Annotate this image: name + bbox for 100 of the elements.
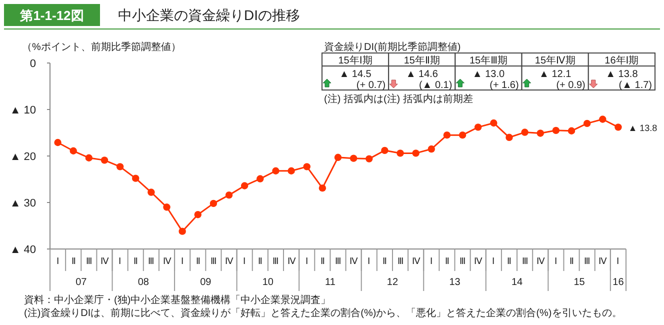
point [350,154,358,162]
annotation: 15年Ⅳ期 [534,54,576,66]
point [163,204,170,211]
x-tick-label: Ⅳ [598,256,608,266]
point [599,116,606,123]
point [210,200,218,208]
text: 12 [386,277,398,288]
x-tick-label: Ⅰ [616,256,620,266]
x-tick-label: Ⅳ [350,256,359,266]
point [366,155,373,162]
point [568,127,576,134]
point [583,120,591,128]
annotation: 15年Ⅲ期 [469,54,508,66]
point [536,130,544,137]
point [272,167,280,174]
point [552,126,560,134]
x-tick-label: Ⅱ [507,256,512,266]
point [396,150,404,157]
x-tick-label: Ⅲ [522,256,528,266]
x-tick-label: Ⅳ [287,256,296,266]
point [412,150,420,157]
point [443,131,451,139]
x-tick-label: Ⅳ [100,256,110,266]
annotation: (+ 1.6) [490,80,519,91]
annotation: (+ 0.7) [356,80,386,91]
x-tick-label: Ⅳ [536,256,546,266]
y-tick-label: ▲ 30 [10,198,36,210]
text: 資金繰りDI(前期比季節調整値) [324,41,461,53]
x-tick-label: Ⅱ [382,256,387,266]
annotation: 15年Ⅱ期 [404,54,440,66]
text: 資料：中小企業庁・(独)中小企業基盤整備機構「中小企業景況調査」 [24,294,331,306]
y-tick-label: ▲ 20 [10,151,36,163]
point [428,145,436,153]
point [490,119,498,127]
x-tick-label: Ⅳ [225,256,234,266]
point [100,156,108,164]
x-tick-label: Ⅰ [56,256,60,266]
point [256,175,264,182]
y-tick-label: ▲ 10 [10,104,36,116]
x-tick-label: Ⅲ [86,256,92,266]
x-tick-label: Ⅱ [320,256,324,266]
annotation: 16年Ⅰ期 [604,54,639,66]
x-tick-label: Ⅰ [118,256,122,266]
x-tick-label: Ⅰ [492,256,496,266]
x-tick-label: Ⅲ [397,256,404,266]
annotation: ▲ 14.5 [339,69,372,80]
point [381,146,388,154]
point [116,163,124,170]
x-tick-label: Ⅰ [368,256,371,266]
text: ▲ 13.8 [628,123,658,134]
chart-title: 中小企業の資金繰りDIの推移 [118,7,300,23]
x-tick-label: Ⅰ [554,256,558,266]
x-tick-label: Ⅲ [210,256,216,266]
annotation: (▲ 1.7) [618,80,652,91]
x-tick-label: Ⅳ [474,256,484,266]
point [614,124,622,131]
point [303,163,310,170]
point [132,174,140,182]
x-tick-label: Ⅰ [243,256,246,266]
annotation: ▲ 12.1 [539,69,572,80]
text: 09 [200,277,212,288]
point [474,124,482,131]
point [318,184,326,192]
text: 13 [449,277,461,288]
x-tick-label: Ⅱ [134,256,138,266]
point [70,147,77,154]
text: 15 [574,277,586,288]
x-tick-label: Ⅳ [412,256,421,266]
annotation: ▲ 13.0 [472,69,506,80]
point [506,134,513,141]
y-tick-label: 0 [30,58,36,70]
text: 14 [511,277,524,288]
x-tick-label: Ⅰ [305,256,308,266]
x-tick-label: Ⅲ [460,256,466,266]
x-tick-label: Ⅱ [570,256,574,266]
x-tick-label: Ⅱ [444,256,449,266]
point [178,228,186,235]
point [225,191,233,199]
point [54,138,62,146]
text: 10 [262,277,274,288]
text: 08 [138,277,150,288]
point [288,167,295,174]
point [334,154,342,161]
x-tick-label: Ⅲ [272,256,279,266]
point [85,154,93,162]
x-tick-label: Ⅲ [148,256,154,266]
annotation: (▲ 0.1) [418,80,452,91]
annotation: ▲ 14.6 [406,69,438,80]
annotation: (+ 0.9) [556,80,586,91]
point [148,188,155,196]
chart-subtitle: 第1-1-12図 [19,8,84,23]
x-tick-label: Ⅳ [162,256,172,266]
point [240,182,248,190]
text: 16 [612,277,624,288]
text: 07 [76,277,88,288]
point [194,210,202,218]
point [521,128,528,136]
annotation: 15年Ⅰ期 [338,54,372,66]
x-tick-label: Ⅲ [584,256,590,266]
text: (注)資金繰りDIは、前期に比べて、資金繰りが「好転」と答えた企業の割合(%)から、「悪化」と答えた企業の割合(%)を引いたもの。 [24,307,622,319]
